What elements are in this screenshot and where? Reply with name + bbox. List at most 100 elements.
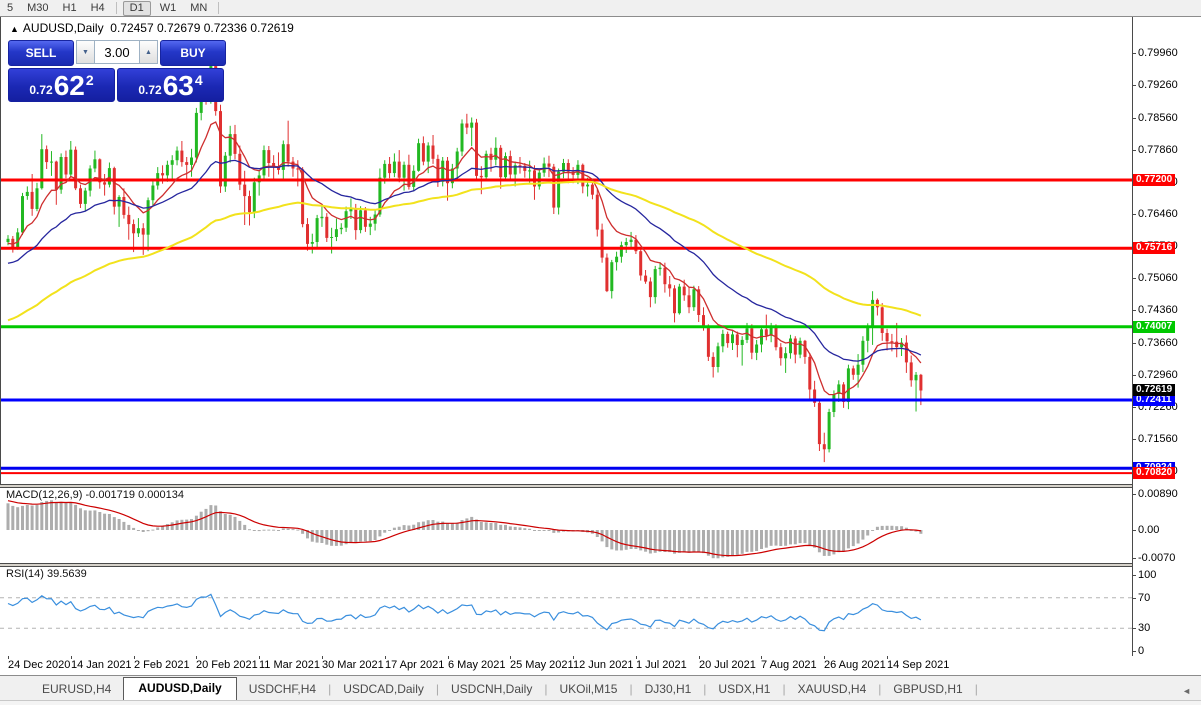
- time-tick-label: 14 Sep 2021: [887, 659, 950, 671]
- price-tick-label: 0.79260: [1132, 80, 1178, 91]
- current-price-label: 0.72619: [1133, 384, 1176, 397]
- time-tick-label: 11 Mar 2021: [259, 659, 320, 671]
- tab-divider: |: [703, 682, 707, 696]
- time-tick-label: 6 May 2021: [448, 659, 506, 671]
- chart-tab-eurusd-h4[interactable]: EURUSD,H4: [42, 682, 112, 696]
- chart-bottom-border: [0, 484, 1132, 485]
- collapse-arrow-icon[interactable]: ▲: [10, 24, 19, 34]
- chart-symbol-period: AUDUSD,Daily: [22, 21, 104, 35]
- timeframe-button-m30[interactable]: M30: [27, 2, 49, 14]
- timeframe-button-h4[interactable]: H4: [90, 2, 105, 14]
- macd-top-border: [0, 487, 1132, 488]
- volume-decrease-icon[interactable]: ▼: [76, 40, 95, 64]
- hline-price-label: 0.72411: [1133, 394, 1175, 406]
- tab-divider: |: [435, 682, 439, 696]
- macd-value: -0.001719: [85, 489, 136, 501]
- chart-left-border: [0, 17, 1, 484]
- time-tick-label: 25 May 2021: [510, 659, 574, 671]
- timeframe-button-d1[interactable]: D1: [122, 0, 151, 16]
- time-tick: [636, 656, 637, 659]
- macd-bottom-border: [0, 563, 1132, 564]
- tab-divider: |: [782, 682, 786, 696]
- timeframe-button-w1[interactable]: W1: [159, 2, 177, 14]
- time-tick-label: 12 Jun 2021: [573, 659, 634, 671]
- time-tick-label: 26 Aug 2021: [824, 659, 886, 671]
- rsi-tick-label: 0: [1132, 646, 1144, 657]
- time-axis[interactable]: 24 Dec 2020 14 Jan 2021 2 Feb 2021 20 Feb 2…: [0, 656, 1132, 675]
- time-tick: [196, 656, 197, 659]
- rsi-panel-plot[interactable]: [0, 566, 1132, 656]
- sell-price-sup: 2: [85, 72, 94, 88]
- tab-divider: |: [328, 682, 332, 696]
- chart-tab-usdcnh-daily[interactable]: USDCNH,Daily: [451, 682, 533, 696]
- rsi-top-border: [0, 566, 1132, 567]
- chart-tab-gbpusd-h1[interactable]: GBPUSD,H1: [893, 682, 963, 696]
- chart-tab-usdx-h1[interactable]: USDX,H1: [718, 682, 771, 696]
- price-tick-label: 0.71560: [1132, 434, 1178, 445]
- price-tick-label: 0.77860: [1132, 144, 1178, 156]
- time-tick: [448, 656, 449, 659]
- time-tick: [510, 656, 511, 659]
- tab-divider: |: [629, 682, 633, 696]
- volume-spinner: ▼ 3.00 ▲: [76, 40, 158, 64]
- tab-divider: |: [544, 682, 548, 696]
- rsi-tick-label: 100: [1132, 570, 1156, 581]
- volume-input[interactable]: 3.00: [95, 40, 139, 64]
- time-tick: [824, 656, 825, 659]
- time-tick-label: 1 Jul 2021: [636, 659, 687, 671]
- macd-panel-plot[interactable]: [0, 487, 1132, 563]
- toolbar-separator: [115, 2, 117, 14]
- timeframe-button-h1[interactable]: H1: [62, 2, 77, 14]
- sell-price-pane[interactable]: 0.72 62 2: [8, 68, 115, 102]
- hline-price-label: 0.70820: [1133, 467, 1176, 480]
- chart-tab-usdchf-h4[interactable]: USDCHF,H4: [248, 682, 317, 696]
- panel-splitter[interactable]: [0, 564, 1132, 566]
- chart-tab-audusd-daily[interactable]: AUDUSD,Daily: [123, 677, 237, 700]
- time-tick-label: 30 Mar 2021: [322, 659, 384, 671]
- buy-price-pane[interactable]: 0.72 63 4: [117, 68, 224, 102]
- price-tick-label: 0.74360: [1132, 305, 1178, 316]
- chart-tab-bar: EURUSD,H4 AUDUSD,Daily USDCHF,H4 | USDCAD,Da…: [0, 676, 1201, 700]
- timeframe-button-5[interactable]: 5: [7, 2, 14, 14]
- main-chart-plot[interactable]: [0, 17, 1132, 484]
- hline-price-label: 0.75716: [1133, 242, 1176, 255]
- rsi-value: 39.5639: [46, 568, 87, 580]
- buy-price-small: 0.72: [138, 83, 162, 97]
- chart-tab-usdcad-daily[interactable]: USDCAD,Daily: [343, 682, 424, 696]
- bottom-strip: [0, 700, 1201, 705]
- price-axis[interactable]: 0.799600.792600.785600.778600.771600.764…: [1132, 17, 1201, 657]
- time-tick: [761, 656, 762, 659]
- buy-button[interactable]: BUY: [160, 40, 226, 66]
- panel-splitter[interactable]: [0, 485, 1132, 487]
- time-tick-label: 24 Dec 2020: [8, 659, 71, 671]
- price-tick-label: 0.72960: [1132, 369, 1178, 381]
- tab-divider: |: [974, 682, 978, 696]
- rsi-tick-label: 30: [1132, 623, 1150, 634]
- hline-price-label: 0.74007: [1133, 320, 1176, 333]
- time-tick: [8, 656, 9, 659]
- price-tick-label: 0.79960: [1132, 48, 1178, 59]
- tab-divider: |: [878, 682, 882, 696]
- tab-scroll-left-icon[interactable]: ◄: [1182, 686, 1191, 696]
- time-tick: [699, 656, 700, 659]
- hline-price-label: 0.77200: [1133, 174, 1176, 186]
- chart-tab-ukoil-m15[interactable]: UKOil,M15: [559, 682, 618, 696]
- macd-tick-label: 0.00890: [1132, 489, 1178, 500]
- macd-signal-value: 0.000134: [138, 489, 184, 501]
- time-tick: [573, 656, 574, 659]
- chart-tab-xauusd-h4[interactable]: XAUUSD,H4: [797, 682, 867, 696]
- timeframe-toolbar: 5 M30 H1 H4 D1 W1 MN: [0, 0, 1201, 17]
- price-tick-label: 0.72260: [1132, 401, 1178, 413]
- sell-price-big: 62: [53, 70, 85, 101]
- chart-tab-dj30-h1[interactable]: DJ30,H1: [644, 682, 692, 696]
- sell-button[interactable]: SELL: [8, 40, 74, 66]
- chart-title: ▲ AUDUSD,Daily 0.72457 0.72679 0.72336 0.…: [10, 21, 294, 35]
- timeframe-button-mn[interactable]: MN: [190, 2, 208, 14]
- one-click-trading-panel: SELL ▼ 3.00 ▲ BUY 0.72 62 2 0.72 63 4: [8, 40, 226, 102]
- volume-increase-icon[interactable]: ▲: [139, 40, 158, 64]
- window-divider: [0, 675, 1201, 676]
- price-tick-label: 0.78560: [1132, 112, 1178, 124]
- time-tick: [134, 656, 135, 659]
- time-tick-label: 17 Apr 2021: [385, 659, 445, 671]
